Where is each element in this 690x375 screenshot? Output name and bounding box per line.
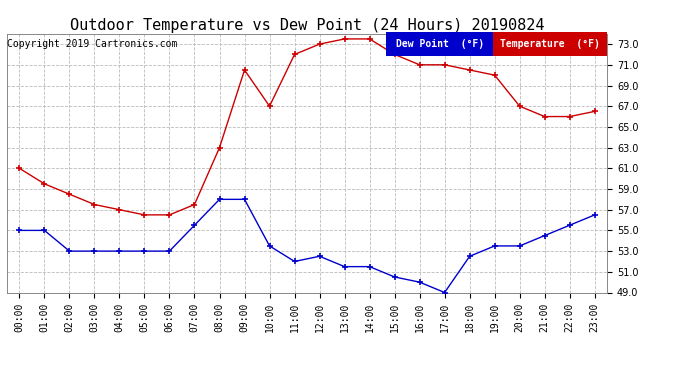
Text: Temperature  (°F): Temperature (°F)	[500, 39, 600, 49]
Text: Copyright 2019 Cartronics.com: Copyright 2019 Cartronics.com	[7, 39, 177, 50]
Text: Dew Point  (°F): Dew Point (°F)	[396, 39, 484, 49]
Title: Outdoor Temperature vs Dew Point (24 Hours) 20190824: Outdoor Temperature vs Dew Point (24 Hou…	[70, 18, 544, 33]
